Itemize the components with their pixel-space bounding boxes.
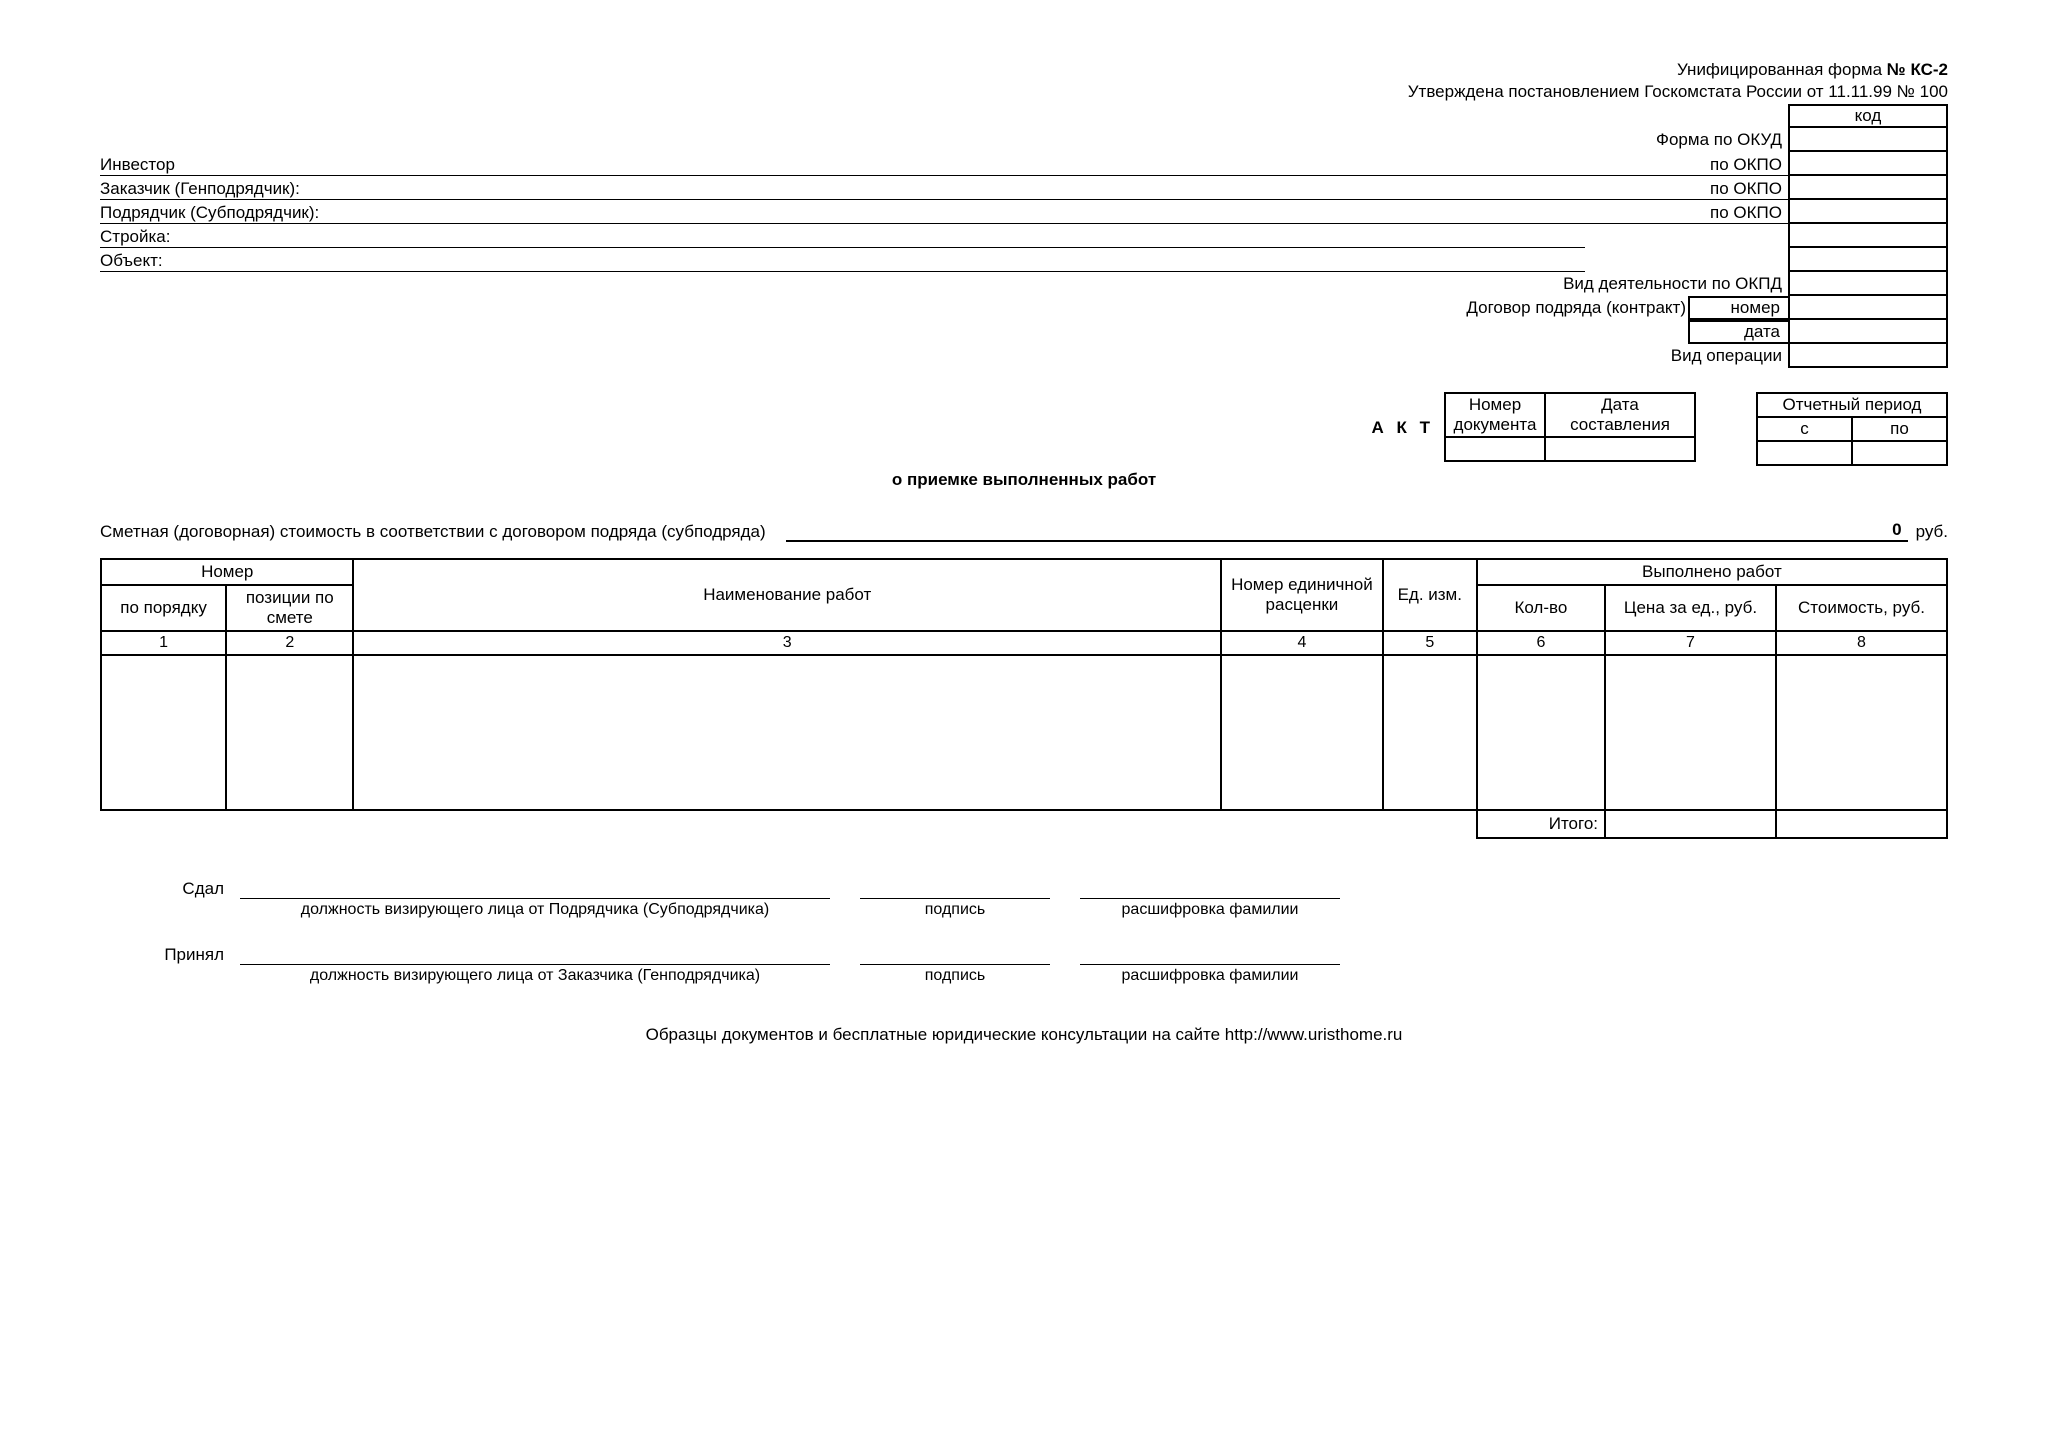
th-price: Цена за ед., руб. (1605, 585, 1776, 631)
th-done: Выполнено работ (1477, 559, 1947, 585)
code-head: код (1788, 104, 1948, 128)
gave-position-line (240, 879, 830, 899)
doc-num-cell (1445, 437, 1545, 461)
period-title: Отчетный период (1757, 393, 1947, 417)
gave-sign-line (860, 879, 1050, 899)
code-contract-num (1788, 296, 1948, 320)
gave-name-line (1080, 879, 1340, 899)
cost-text: Сметная (договорная) стоимость в соответ… (100, 522, 786, 542)
activity-label: Вид деятельности по ОКПД (100, 272, 1788, 296)
doc-date-h1: Дата (1601, 395, 1639, 414)
period-to-cell (1852, 441, 1947, 465)
cost-row: Сметная (договорная) стоимость в соответ… (100, 520, 1948, 542)
th-qty: Кол-во (1477, 585, 1605, 631)
coln-8: 8 (1776, 631, 1947, 655)
empty-body-row (101, 655, 1947, 810)
code-object (1788, 248, 1948, 272)
coln-3: 3 (353, 631, 1221, 655)
coln-5: 5 (1383, 631, 1477, 655)
period-to-label: по (1852, 417, 1947, 441)
contract-num-label: номер (1688, 296, 1788, 320)
construction-label: Стройка: (100, 227, 170, 247)
cost-unit: руб. (1908, 522, 1948, 542)
footer-text: Образцы документов и бесплатные юридичес… (100, 1025, 1948, 1045)
blank-row (100, 104, 1788, 128)
works-table: Номер Наименование работ Номер единичной… (100, 558, 1948, 839)
coln-4: 4 (1221, 631, 1383, 655)
coln-6: 6 (1477, 631, 1605, 655)
total-price (1605, 810, 1776, 838)
akt-label: А К Т (1372, 392, 1444, 438)
doc-date-h2: составления (1570, 415, 1670, 434)
received-name-line (1080, 945, 1340, 965)
form-title-prefix: Унифицированная форма (1677, 60, 1887, 79)
object-label: Объект: (100, 251, 163, 271)
gave-cap-pos: должность визирующего лица от Подрядчика… (240, 901, 830, 919)
th-unit: Ед. изм. (1383, 559, 1477, 631)
okpo-label-2: по ОКПО (1710, 179, 1788, 199)
th-pos: позиции по смете (226, 585, 353, 631)
code-activity (1788, 272, 1948, 296)
received-position-line (240, 945, 830, 965)
customer-line: Заказчик (Генподрядчик): по ОКПО (100, 176, 1788, 200)
total-cost (1776, 810, 1947, 838)
th-order: по порядку (101, 585, 226, 631)
th-cost: Стоимость, руб. (1776, 585, 1947, 631)
code-construction (1788, 224, 1948, 248)
received-label: Принял (100, 945, 240, 965)
customer-label: Заказчик (Генподрядчик): (100, 179, 300, 199)
code-contract-date (1788, 320, 1948, 344)
th-unit-price: Номер единичной расценки (1221, 559, 1383, 631)
code-operation (1788, 344, 1948, 368)
received-sign-line (860, 945, 1050, 965)
operation-label: Вид операции (100, 344, 1788, 368)
contract-date-label: дата (1688, 320, 1788, 344)
cost-value: 0 (786, 520, 1908, 542)
period-from-cell (1757, 441, 1852, 465)
coln-2: 2 (226, 631, 353, 655)
form-title-line: Унифицированная форма № КС-2 (100, 60, 1948, 80)
doc-date-cell (1545, 437, 1695, 461)
okpo-label-1: по ОКПО (1710, 155, 1788, 175)
total-row: Итого: (101, 810, 1947, 838)
code-okpo-contractor (1788, 200, 1948, 224)
gave-cap-sign: подпись (860, 901, 1050, 919)
th-name: Наименование работ (353, 559, 1221, 631)
codes-block: Форма по ОКУД Инвестор по ОКПО Заказчик (… (100, 104, 1948, 368)
contract-label: Договор подряда (контракт) (100, 296, 1688, 320)
received-cap-name: расшифровка фамилии (1080, 967, 1340, 985)
contractor-label: Подрядчик (Субподрядчик): (100, 203, 319, 223)
code-okpo-customer (1788, 176, 1948, 200)
contractor-line: Подрядчик (Субподрядчик): по ОКПО (100, 200, 1788, 224)
coln-7: 7 (1605, 631, 1776, 655)
construction-line: Стройка: (100, 224, 1585, 248)
coln-1: 1 (101, 631, 226, 655)
th-number: Номер (101, 559, 353, 585)
signatures: Сдал должность визирующего лица от Подря… (100, 879, 1948, 985)
doc-num-h2: документа (1454, 415, 1537, 434)
period-from-label: с (1757, 417, 1852, 441)
col-numbers-row: 1 2 3 4 5 6 7 8 (101, 631, 1947, 655)
investor-line: Инвестор по ОКПО (100, 152, 1788, 176)
doc-num-h1: Номер (1469, 395, 1521, 414)
period-table: Отчетный период с по (1756, 392, 1948, 466)
doc-meta-row: А К Т Номердокумента Датасоставления Отч… (100, 392, 1948, 466)
form-number: № КС-2 (1887, 60, 1948, 79)
okud-label: Форма по ОКУД (100, 128, 1788, 152)
investor-label: Инвестор (100, 155, 175, 175)
received-cap-sign: подпись (860, 967, 1050, 985)
code-okud (1788, 128, 1948, 152)
gave-cap-name: расшифровка фамилии (1080, 901, 1340, 919)
total-label: Итого: (1477, 810, 1605, 838)
doc-subtitle: о приемке выполненных работ (100, 470, 1948, 490)
object-line: Объект: (100, 248, 1585, 272)
okpo-label-3: по ОКПО (1710, 203, 1788, 223)
approved-line: Утверждена постановлением Госкомстата Ро… (100, 82, 1948, 102)
code-okpo-investor (1788, 152, 1948, 176)
doc-number-date-table: Номердокумента Датасоставления (1444, 392, 1696, 462)
received-cap-pos: должность визирующего лица от Заказчика … (240, 967, 830, 985)
gave-label: Сдал (100, 879, 240, 899)
